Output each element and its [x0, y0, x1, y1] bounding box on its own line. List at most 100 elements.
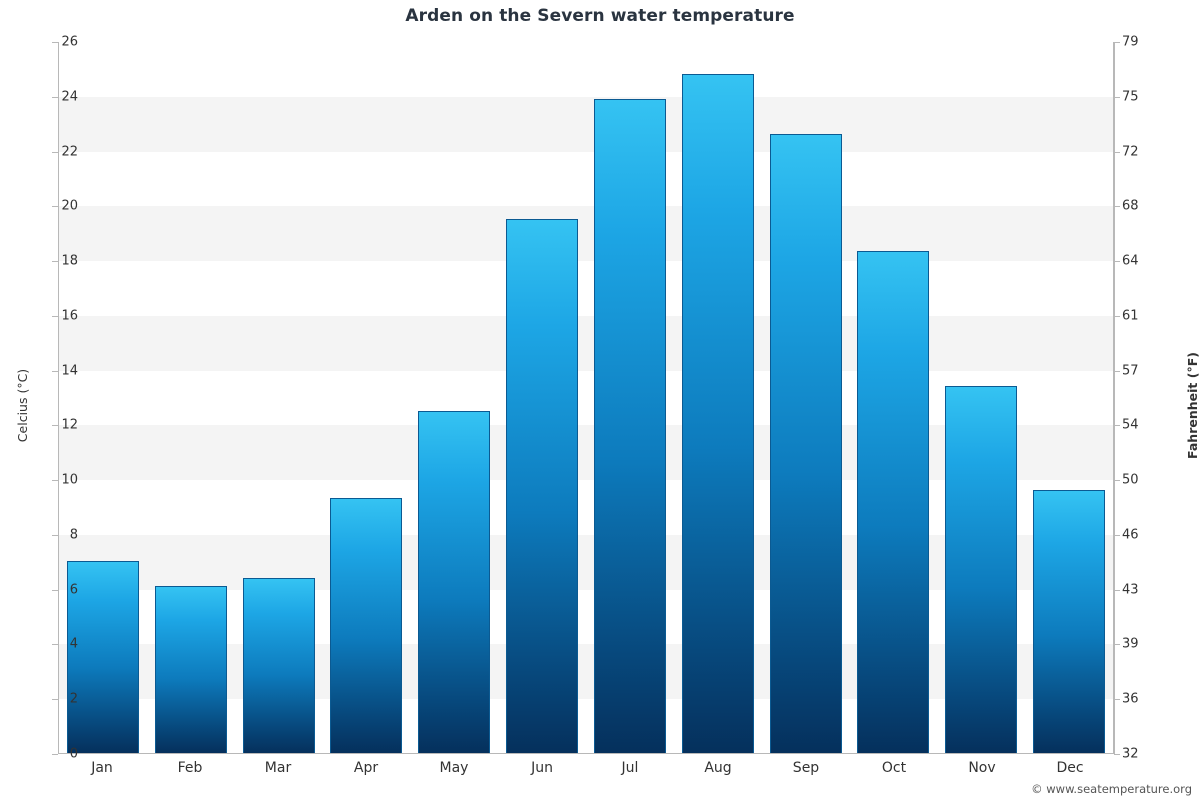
y-tick-right-label: 72 [1122, 144, 1139, 160]
x-tick-label-may: May [439, 760, 469, 776]
y-tick-right-label: 68 [1122, 198, 1139, 214]
x-tick-label-jan: Jan [91, 760, 113, 776]
right-axis-line [1114, 42, 1115, 754]
bar-jan[interactable] [66, 561, 139, 753]
y-tick-left-label: 0 [69, 746, 78, 762]
y-tick-right-mark [1114, 589, 1120, 591]
bar-slot [59, 42, 147, 753]
grid-band [59, 644, 1113, 700]
x-tick-label-dec: Dec [1056, 760, 1084, 776]
x-tick-label-aug: Aug [704, 760, 732, 776]
y-tick-left-label: 24 [61, 89, 78, 105]
plot-area [58, 42, 1114, 754]
y-tick-left-mark [52, 754, 58, 755]
y-axis-left-label: Celcius (°C) [15, 368, 31, 443]
grid-band [59, 206, 1113, 262]
bar-slot [235, 42, 323, 753]
y-tick-left-mark [52, 261, 58, 263]
grid-band [59, 425, 1113, 481]
bar-jul[interactable] [593, 98, 666, 753]
y-tick-right-label: 43 [1122, 582, 1139, 598]
y-tick-right-mark [1114, 699, 1120, 701]
bar-slot [762, 42, 850, 753]
y-tick-left-label: 16 [61, 308, 78, 324]
x-tick-label-oct: Oct [881, 760, 907, 776]
y-tick-right-mark [1114, 151, 1120, 153]
y-tick-right-label: 61 [1122, 308, 1139, 324]
bar-slot [674, 42, 762, 753]
bar-slot [322, 42, 410, 753]
y-tick-right-label: 57 [1122, 363, 1139, 379]
y-tick-left-label: 2 [69, 691, 78, 707]
y-tick-left-mark [52, 699, 58, 701]
y-axis-right-label: Fahrenheit (°F) [1184, 352, 1200, 459]
bar-slot [849, 42, 937, 753]
y-tick-left-label: 22 [61, 144, 78, 160]
bar-apr[interactable] [330, 498, 403, 753]
y-tick-right-mark [1114, 425, 1120, 427]
y-tick-right-label: 54 [1122, 417, 1139, 433]
bar-slot [147, 42, 235, 753]
bar-slot [937, 42, 1025, 753]
bar-slot [410, 42, 498, 753]
y-tick-right-mark [1114, 754, 1120, 755]
y-tick-left-mark [52, 425, 58, 427]
y-tick-right-mark [1114, 261, 1120, 263]
y-tick-left-mark [52, 644, 58, 646]
y-tick-right-label: 46 [1122, 527, 1139, 543]
y-tick-left-label: 4 [69, 636, 78, 652]
y-tick-left-mark [52, 534, 58, 536]
x-tick-label-jul: Jul [621, 760, 639, 776]
x-tick-label-mar: Mar [264, 760, 292, 776]
x-tick-label-nov: Nov [968, 760, 996, 776]
chart-title: Arden on the Severn water temperature [405, 6, 795, 26]
bar-slot [586, 42, 674, 753]
y-tick-right-mark [1114, 42, 1120, 43]
grid-band [59, 315, 1113, 371]
y-tick-left-label: 12 [61, 417, 78, 433]
y-tick-right-label: 32 [1122, 746, 1139, 762]
grid-band [59, 534, 1113, 590]
y-tick-left-label: 6 [69, 582, 78, 598]
y-tick-left-mark [52, 589, 58, 591]
bar-aug[interactable] [681, 73, 754, 753]
y-tick-right-label: 75 [1122, 89, 1139, 105]
y-tick-left-mark [52, 96, 58, 98]
y-tick-left-mark [52, 151, 58, 153]
y-tick-left-label: 14 [61, 363, 78, 379]
y-tick-left-mark [52, 206, 58, 208]
y-tick-right-mark [1114, 370, 1120, 372]
y-tick-left-label: 26 [61, 34, 78, 50]
bar-feb[interactable] [154, 585, 227, 753]
bar-jun[interactable] [506, 219, 579, 753]
y-tick-right-mark [1114, 96, 1120, 98]
y-tick-right-label: 39 [1122, 636, 1139, 652]
y-tick-right-mark [1114, 315, 1120, 317]
y-tick-left-label: 18 [61, 253, 78, 269]
y-tick-right-label: 50 [1122, 472, 1139, 488]
x-tick-label-sep: Sep [792, 760, 820, 776]
x-tick-label-apr: Apr [353, 760, 379, 776]
y-tick-right-mark [1114, 534, 1120, 536]
y-tick-left-mark [52, 42, 58, 43]
y-tick-left-label: 10 [61, 472, 78, 488]
x-tick-label-jun: Jun [531, 760, 553, 776]
bar-slot [498, 42, 586, 753]
y-tick-left-mark [52, 370, 58, 372]
credit-text: © www.seatemperature.org [1031, 782, 1192, 796]
bar-slot [1025, 42, 1113, 753]
bar-mar[interactable] [242, 577, 315, 753]
x-tick-label-feb: Feb [177, 760, 203, 776]
y-tick-right-label: 79 [1122, 34, 1139, 50]
bar-sep[interactable] [769, 134, 842, 753]
y-tick-left-mark [52, 480, 58, 482]
y-tick-left-label: 20 [61, 198, 78, 214]
bar-dec[interactable] [1033, 490, 1106, 753]
bar-oct[interactable] [857, 250, 930, 753]
bar-nov[interactable] [945, 386, 1018, 753]
y-tick-right-mark [1114, 206, 1120, 208]
y-tick-right-label: 64 [1122, 253, 1139, 269]
bar-may[interactable] [418, 410, 491, 753]
y-tick-left-label: 8 [69, 527, 78, 543]
